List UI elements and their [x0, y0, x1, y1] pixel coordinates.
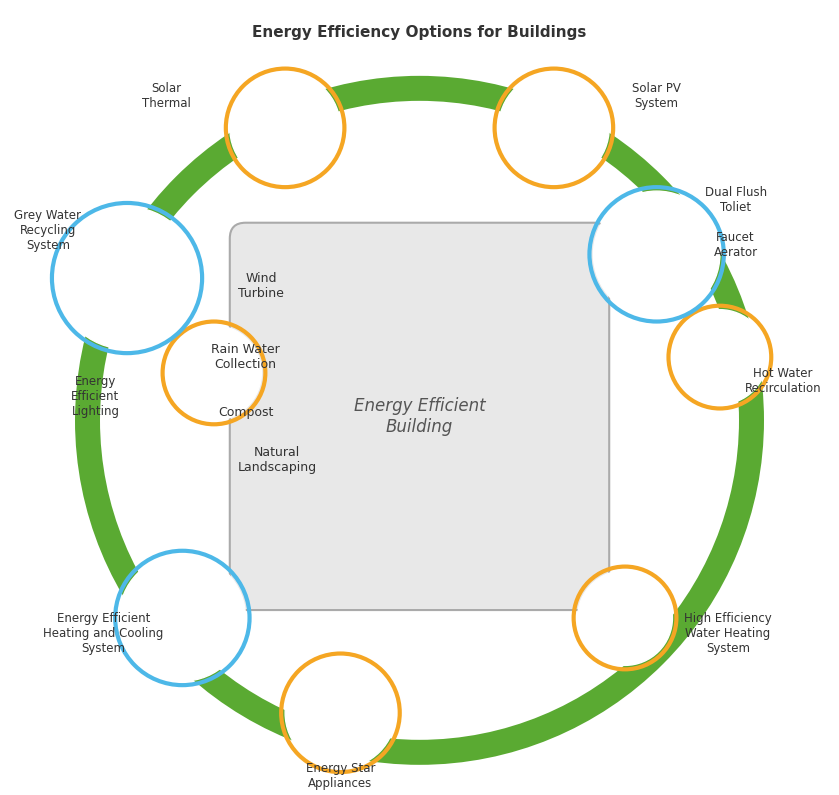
Circle shape: [672, 310, 768, 405]
Text: Energy Efficiency Options for Buildings: Energy Efficiency Options for Buildings: [253, 25, 586, 40]
Text: Compost: Compost: [218, 406, 274, 419]
Text: Energy Star
Appliances: Energy Star Appliances: [305, 762, 375, 790]
Circle shape: [56, 207, 198, 349]
Circle shape: [167, 325, 262, 421]
Text: Energy
Efficient
Lighting: Energy Efficient Lighting: [71, 375, 119, 418]
Circle shape: [577, 571, 672, 665]
Circle shape: [285, 657, 396, 768]
Text: Energy Efficient
Heating and Cooling
System: Energy Efficient Heating and Cooling Sys…: [43, 612, 164, 655]
Circle shape: [593, 191, 720, 317]
Text: Solar PV
System: Solar PV System: [633, 82, 681, 111]
Text: Hot Water
Recirculation: Hot Water Recirculation: [745, 366, 821, 395]
FancyBboxPatch shape: [230, 223, 609, 610]
Circle shape: [230, 72, 341, 183]
Text: Wind
Turbine: Wind Turbine: [238, 272, 284, 300]
Text: Solar
Thermal: Solar Thermal: [142, 82, 191, 111]
Text: Energy Efficient
Building: Energy Efficient Building: [354, 397, 485, 436]
Text: Natural
Landscaping: Natural Landscaping: [237, 446, 317, 474]
Circle shape: [498, 72, 609, 183]
Text: Rain Water
Collection: Rain Water Collection: [211, 343, 280, 371]
Text: High Efficiency
Water Heating
System: High Efficiency Water Heating System: [684, 612, 772, 655]
Text: Dual Flush
Toliet

Faucet
Aerator: Dual Flush Toliet Faucet Aerator: [705, 186, 767, 259]
Text: Grey Water
Recycling
System: Grey Water Recycling System: [14, 209, 81, 252]
Circle shape: [119, 555, 246, 681]
